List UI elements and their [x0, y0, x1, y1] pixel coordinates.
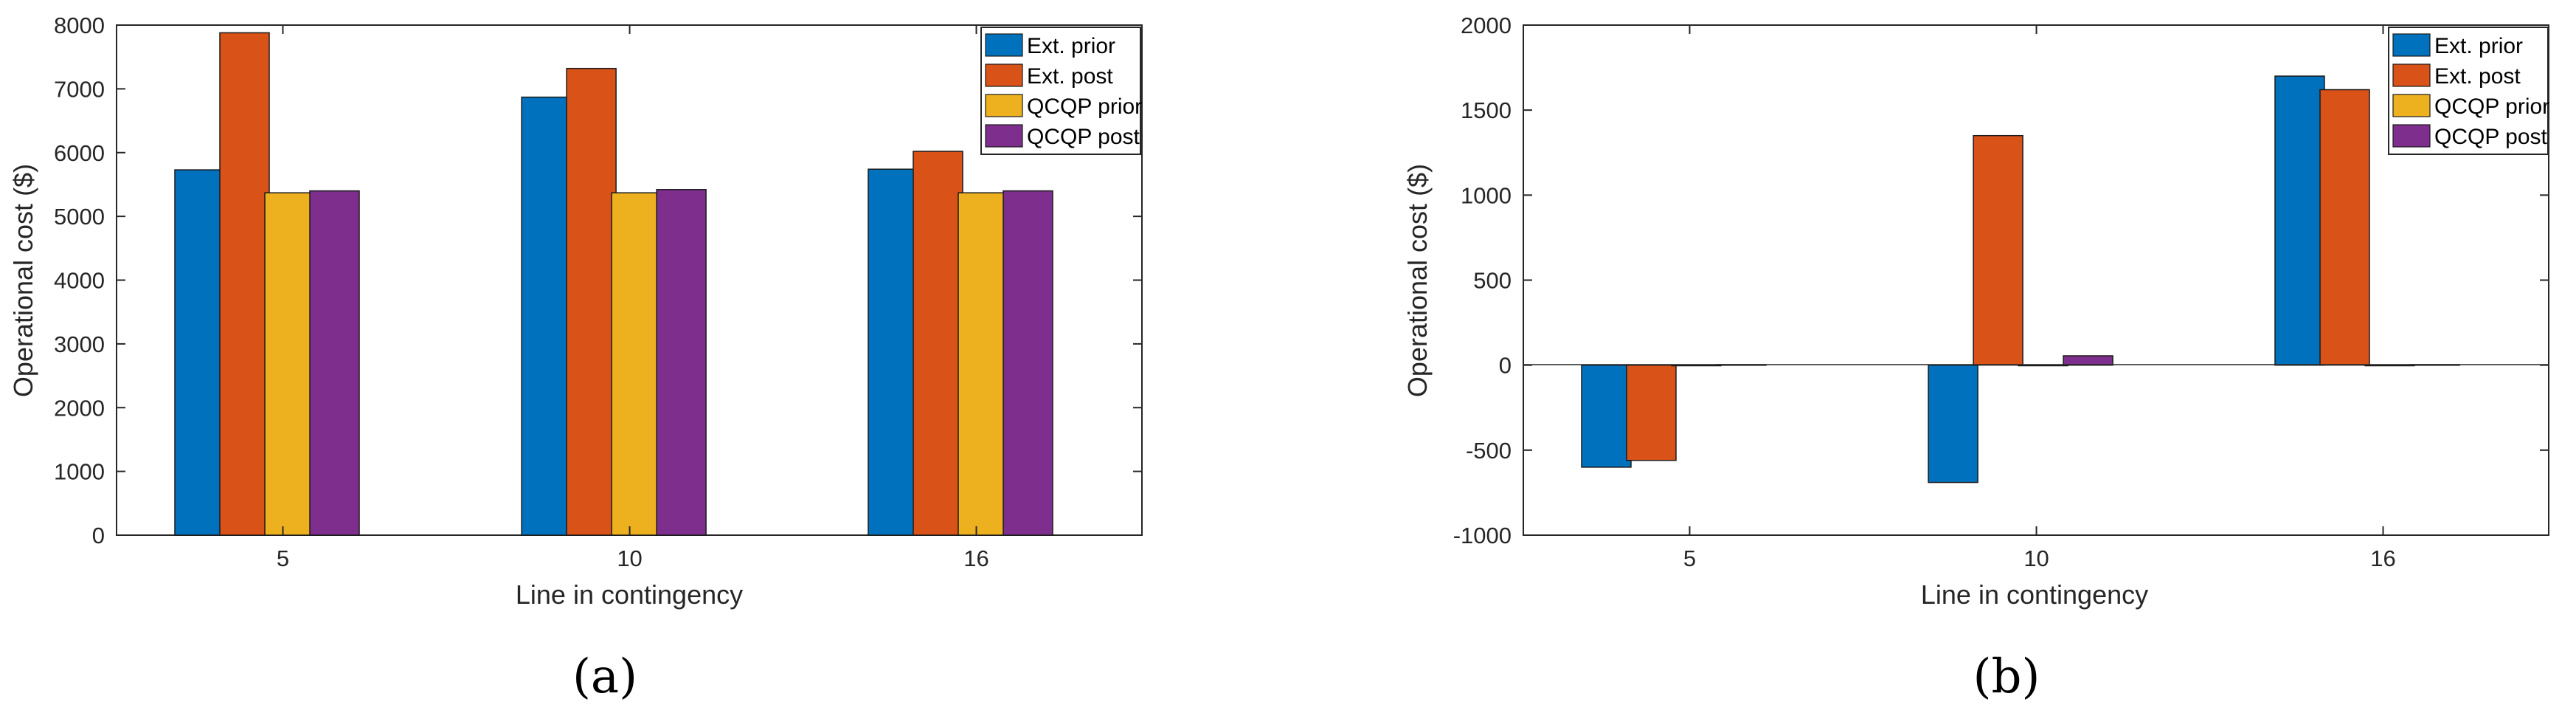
legend-entry-label: Ext. post	[1027, 64, 1113, 89]
legend-entry-label: Ext. prior	[2434, 34, 2523, 58]
legend-entry-label: QCQP prior	[2434, 94, 2549, 119]
bar-qcqp-prior-5	[1671, 364, 1722, 367]
legend-swatch	[985, 94, 1023, 117]
bar-ext-prior-16	[2274, 75, 2325, 366]
legend[interactable]: Ext. prior Ext. post QCQP prior QCQP post	[980, 27, 1142, 155]
y-tick-label: 1000	[1461, 182, 1512, 208]
bar-ext-prior-10	[521, 96, 572, 536]
x-axis-label: Line in contingency	[1921, 579, 2148, 610]
bar-qcqp-post-16	[1003, 190, 1053, 536]
bar-qcqp-prior-10	[611, 192, 662, 536]
y-axis-ticks: -1000 -500 0 500 1000 1500 2000	[1453, 13, 2549, 548]
x-tick-label: 16	[963, 545, 988, 571]
y-tick-label: 0	[1499, 353, 1512, 379]
bar-qcqp-post-10	[2063, 355, 2113, 366]
y-tick-label: 500	[1473, 268, 1512, 294]
legend-swatch	[2392, 124, 2431, 148]
legend-swatch	[985, 124, 1023, 148]
x-axis-ticks: 5 10 16	[1683, 25, 2396, 571]
panel-label: (a)	[572, 650, 637, 704]
legend-swatch	[2392, 94, 2431, 117]
bar-qcqp-prior-16	[958, 192, 1008, 536]
y-tick-label: 1500	[1461, 97, 1512, 123]
bar-ext-post-16	[2319, 89, 2370, 366]
x-axis-label: Line in contingency	[516, 579, 743, 610]
bar-ext-prior-10	[1928, 364, 1978, 483]
y-axis-ticks: 0 1000 2000 3000 4000 5000 6000 7000 8000	[54, 13, 1142, 548]
bar-ext-prior-5	[174, 169, 225, 536]
x-tick-label: 10	[2023, 545, 2049, 571]
bar-ext-post-10	[566, 67, 617, 536]
y-tick-label: -1000	[1453, 523, 1512, 548]
legend-swatch	[2392, 33, 2431, 57]
y-tick-label: 2000	[1461, 13, 1512, 38]
legend-entry-label: QCQP prior	[1027, 94, 1142, 119]
bar-ext-prior-5	[1581, 364, 1632, 468]
bar-qcqp-post-10	[656, 189, 707, 536]
bar-qcqp-post-5	[309, 190, 360, 536]
bar-ext-prior-16	[868, 168, 918, 536]
bar-qcqp-prior-16	[2364, 364, 2415, 367]
chart-panel-b: -1000 -500 0 500 1000 1500 2000 5 10 16 Line in …	[1402, 13, 2549, 704]
plot-area	[1523, 24, 2549, 536]
bar-qcqp-prior-5	[264, 192, 315, 536]
y-tick-label: 5000	[54, 204, 105, 230]
y-tick-label: 1000	[54, 459, 105, 485]
y-tick-label: 3000	[54, 331, 105, 357]
y-axis-label: Operational cost ($)	[8, 164, 38, 397]
legend-swatch	[985, 33, 1023, 57]
legend-entry-label: QCQP post	[1027, 125, 1140, 149]
y-axis-label: Operational cost ($)	[1402, 164, 1433, 397]
legend-swatch	[985, 63, 1023, 87]
legend-entry-label: QCQP post	[2434, 125, 2548, 149]
x-axis-ticks: 5 10 16	[277, 25, 989, 571]
x-tick-label: 5	[1683, 545, 1696, 571]
y-tick-label: 6000	[54, 140, 105, 166]
bar-ext-post-16	[913, 151, 963, 536]
legend-swatch	[2392, 63, 2431, 87]
y-tick-label: 7000	[54, 76, 105, 102]
legend-entry-label: Ext. prior	[1027, 34, 1115, 58]
legend[interactable]: Ext. prior Ext. post QCQP prior QCQP post	[2388, 27, 2549, 155]
legend-entry-label: Ext. post	[2434, 64, 2521, 89]
x-tick-label: 10	[617, 545, 642, 571]
bar-ext-post-5	[1626, 364, 1677, 461]
y-tick-label: 4000	[54, 268, 105, 294]
y-tick-label: 8000	[54, 13, 105, 38]
y-tick-label: 0	[92, 523, 105, 548]
bar-ext-post-5	[219, 32, 270, 536]
y-tick-label: 2000	[54, 395, 105, 421]
bar-group	[174, 32, 1053, 536]
bar-ext-post-10	[1973, 134, 2023, 366]
x-tick-label: 16	[2370, 545, 2395, 571]
y-tick-label: -500	[1466, 438, 1512, 464]
x-tick-label: 5	[277, 545, 289, 571]
panel-label: (b)	[1973, 650, 2040, 704]
bar-qcqp-prior-10	[2018, 364, 2068, 367]
